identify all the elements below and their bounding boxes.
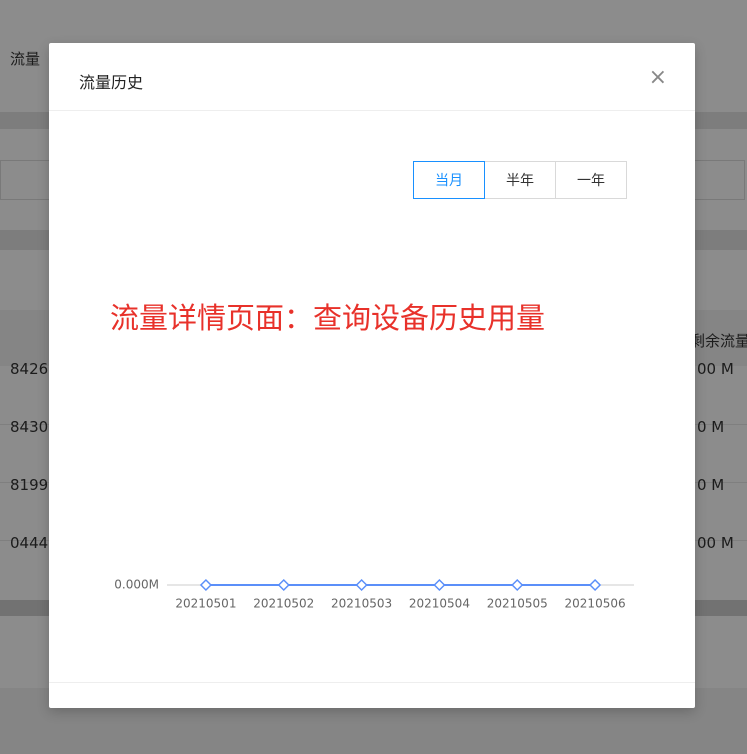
tab[interactable]: 当月	[413, 161, 485, 199]
bg-row-id: 0444	[10, 534, 49, 552]
annotation: 流量详情页面：查询设备历史用量	[110, 301, 546, 335]
divider	[49, 110, 695, 111]
close-button[interactable]: ×	[648, 65, 667, 90]
tab[interactable]: 半年	[484, 161, 556, 199]
bg-row-id: 8426	[10, 360, 49, 378]
tab[interactable]: 一年	[555, 161, 627, 199]
bg-row-value: 0 M	[697, 476, 725, 494]
bg-row-value: 00 M	[697, 534, 734, 552]
bg-row-value: 00 M	[697, 360, 734, 378]
bg-column-header: 剩余流量	[690, 332, 747, 350]
bg-row-id: 8430	[10, 418, 49, 436]
tab-group: 当月 半年 一年	[413, 161, 627, 199]
bg-section-title: 流量	[10, 50, 41, 68]
modal: 流量历史 × 当月 半年 一年 流量详情页面：查询设备历史用量	[49, 43, 695, 708]
divider	[49, 682, 695, 683]
modal-title: 流量历史	[79, 73, 144, 92]
bg-row-id: 8199	[10, 476, 49, 494]
bg-row-value: 0 M	[697, 418, 725, 436]
